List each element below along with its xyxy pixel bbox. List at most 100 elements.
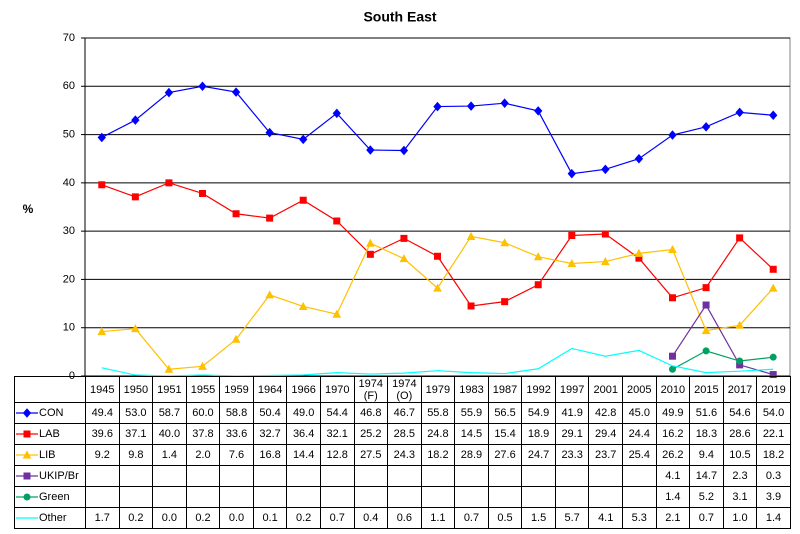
legend-entry: UKIP/Br [14,465,86,487]
x-tick-label: 1950 [118,376,154,403]
marker [198,81,207,92]
marker [97,132,106,143]
table-value: 51.6 [689,402,724,424]
table-row: LIB 9.2 9.8 1.4 2.0 7.6 16.8 14.4 12.8 27.5 24.3 18… [14,444,791,466]
table-value [252,486,288,508]
table-value: 25.4 [622,444,657,466]
table-value [387,486,422,508]
table-value: 46.8 [353,402,389,424]
marker [366,250,374,258]
table-value: 3.1 [722,486,758,508]
table-value: 33.6 [219,423,254,445]
table-value [85,465,120,487]
marker [768,283,778,292]
marker [500,238,509,247]
table-value: 0.6 [387,507,422,529]
marker [533,252,543,261]
table-value: 32.7 [252,423,288,445]
marker [567,168,576,179]
legend-entry: Other [14,507,86,529]
marker [98,181,106,189]
table-value: 0.2 [185,507,221,529]
table-value: 54.0 [756,402,791,424]
table-value [487,486,523,508]
marker [736,234,744,242]
table-value: 0.7 [454,507,489,529]
table-row: CON 49.4 53.0 58.7 60.0 58.8 50.4 49.0 54.4 46.8 4… [14,402,791,424]
table-value: 25.2 [353,423,389,445]
x-tick-label: 1987 [487,376,523,403]
marker [601,230,609,238]
x-tick-label: 1970 [319,376,355,403]
marker [668,130,677,140]
marker [769,110,778,121]
marker [400,234,408,242]
series-line [101,347,774,377]
table-value [219,486,254,508]
marker [164,364,174,373]
table-value: 12.8 [319,444,355,466]
table-value: 29.1 [554,423,590,445]
marker [434,252,441,260]
table-value [319,465,355,487]
table-value: 9.8 [118,444,154,466]
legend-entry: CON [14,402,86,424]
y-tick-label: 30 [63,225,75,237]
marker [668,244,677,253]
marker [399,254,409,263]
table-value: 18.9 [521,423,556,445]
table-value: 28.5 [387,423,422,445]
x-tick-label: 1955 [185,376,221,403]
table-value: 26.2 [655,444,691,466]
x-tick-label: 1974 (O) [387,376,422,403]
table-value [353,465,389,487]
table-value: 42.8 [588,402,623,424]
marker [702,347,710,355]
x-tick-label: 1983 [454,376,489,403]
table-value: 32.1 [319,423,355,445]
legend-swatch [16,472,38,480]
table-value [185,486,221,508]
marker [265,290,274,299]
marker [232,210,240,218]
marker [231,334,241,343]
marker [23,430,31,438]
marker [164,87,174,98]
table-value: 1.0 [722,507,758,529]
legend-label: CON [39,407,64,419]
marker [22,408,32,418]
marker [500,98,509,108]
marker [769,265,777,273]
table-value: 22.1 [756,423,791,445]
table-value: 2.3 [722,465,758,487]
chart-title: South East [363,9,436,25]
table-value: 14.5 [454,423,489,445]
marker [366,238,375,247]
legend-label: UKIP/Br [39,470,79,482]
table-value [420,465,456,487]
table-header: 1945 1950 1951 1955 1959 1964 1966 1970 1974 (F)… [14,376,791,403]
marker [22,450,32,459]
table-value: 0.4 [353,507,389,529]
legend-label: LAB [39,428,60,440]
y-tick-label: 60 [63,80,75,92]
x-tick-label: 1979 [420,376,456,403]
table-value: 1.4 [152,444,187,466]
marker [332,108,341,119]
table-value: 37.1 [118,423,154,445]
marker [701,122,711,132]
table-value: 24.3 [387,444,422,466]
table-row: Other 1.7 0.2 0.0 0.2 0.0 0.1 0.2 0.7 0.4 0.6 1.1 0.… [14,507,791,529]
x-tick-label: 2010 [655,376,691,403]
table-value: 0.2 [118,507,154,529]
x-tick-label: 2019 [756,376,791,403]
table-value [219,465,254,487]
table-value [420,486,456,508]
marker [669,294,676,302]
legend-entry: LAB [14,423,86,445]
table-value: 23.3 [554,444,590,466]
table-value: 60.0 [185,402,221,424]
marker [466,101,476,111]
marker [299,196,307,204]
